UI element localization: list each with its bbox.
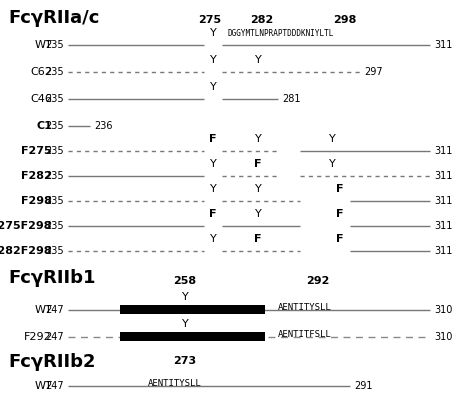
Text: Y: Y <box>182 292 188 301</box>
Text: 291: 291 <box>354 381 373 391</box>
Text: 247: 247 <box>46 305 64 315</box>
Text: 235: 235 <box>46 171 64 181</box>
Text: F275F298: F275F298 <box>0 221 52 231</box>
Text: Y: Y <box>255 134 261 144</box>
Text: 311: 311 <box>434 221 452 231</box>
Text: 247: 247 <box>46 381 64 391</box>
Text: DGGYMTLNPRAPTDDDKNIYLTL: DGGYMTLNPRAPTDDDKNIYLTL <box>228 29 334 38</box>
Text: 273: 273 <box>173 356 197 366</box>
Text: Y: Y <box>210 159 216 169</box>
Text: F282: F282 <box>21 171 52 181</box>
Text: 258: 258 <box>173 275 197 285</box>
Text: Y: Y <box>328 159 336 169</box>
Text: Y: Y <box>255 184 261 194</box>
Text: F: F <box>336 184 344 194</box>
Text: Y: Y <box>328 134 336 144</box>
Text: 292: 292 <box>306 275 330 285</box>
Text: F: F <box>336 209 344 219</box>
Text: WT: WT <box>34 40 52 50</box>
Text: F: F <box>254 159 262 169</box>
Text: FcγRIIb1: FcγRIIb1 <box>8 269 95 287</box>
Text: Y: Y <box>255 55 261 65</box>
Text: AENTITYSLL: AENTITYSLL <box>278 303 332 311</box>
Text: 311: 311 <box>434 196 452 206</box>
Text: 235: 235 <box>46 40 64 50</box>
Text: F282F298: F282F298 <box>0 247 52 256</box>
Bar <box>120 305 265 314</box>
Text: 297: 297 <box>364 67 383 77</box>
Text: 235: 235 <box>46 196 64 206</box>
Text: F298: F298 <box>21 196 52 206</box>
Text: 235: 235 <box>46 247 64 256</box>
Bar <box>120 332 265 341</box>
Text: 236: 236 <box>94 121 112 131</box>
Text: Y: Y <box>210 55 216 65</box>
Text: 298: 298 <box>333 15 357 25</box>
Text: WT: WT <box>34 305 52 315</box>
Text: AENTITYSLL: AENTITYSLL <box>148 379 202 388</box>
Text: FcγRIIb2: FcγRIIb2 <box>8 353 95 371</box>
Text: C62: C62 <box>30 67 52 77</box>
Text: F: F <box>209 134 217 144</box>
Text: WT: WT <box>34 381 52 391</box>
Text: 310: 310 <box>434 332 452 342</box>
Text: 311: 311 <box>434 146 452 156</box>
Text: 247: 247 <box>46 332 64 342</box>
Text: 311: 311 <box>434 171 452 181</box>
Text: Y: Y <box>210 82 216 92</box>
Text: 235: 235 <box>46 221 64 231</box>
Text: 311: 311 <box>434 247 452 256</box>
Text: F: F <box>336 234 344 244</box>
Text: F: F <box>209 209 217 219</box>
Text: 311: 311 <box>434 40 452 50</box>
Text: Y: Y <box>210 184 216 194</box>
Text: 310: 310 <box>434 305 452 315</box>
Text: FcγRIIa/c: FcγRIIa/c <box>8 9 100 27</box>
Text: Y: Y <box>210 28 216 38</box>
Text: C46: C46 <box>30 94 52 104</box>
Text: 281: 281 <box>282 94 301 104</box>
Text: Y: Y <box>255 209 261 219</box>
Text: 235: 235 <box>46 146 64 156</box>
Text: 282: 282 <box>250 15 273 25</box>
Text: 235: 235 <box>46 94 64 104</box>
Text: AENTITFSLL: AENTITFSLL <box>278 330 332 339</box>
Text: F292: F292 <box>24 332 52 342</box>
Text: 275: 275 <box>199 15 221 25</box>
Text: F: F <box>254 234 262 244</box>
Text: Y: Y <box>182 318 188 329</box>
Text: 235: 235 <box>46 67 64 77</box>
Text: Y: Y <box>210 234 216 244</box>
Text: 235: 235 <box>46 121 64 131</box>
Text: C1: C1 <box>36 121 52 131</box>
Text: F275: F275 <box>21 146 52 156</box>
